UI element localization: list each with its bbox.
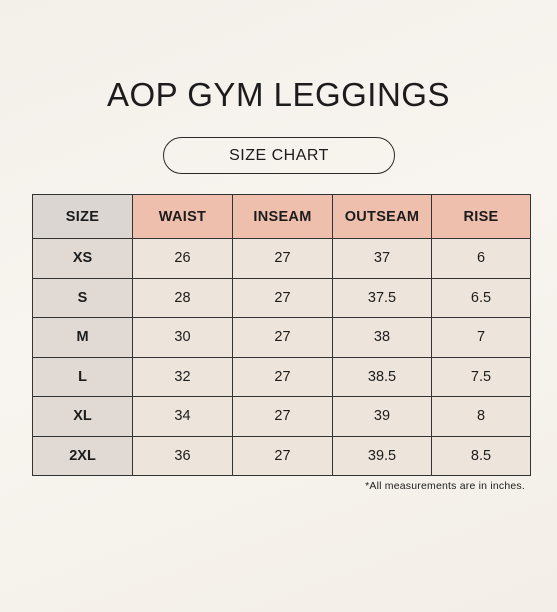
- measure-cell: 38: [332, 317, 432, 358]
- measure-cell: 7: [431, 317, 531, 358]
- size-cell: XS: [32, 238, 133, 279]
- size-cell: XL: [32, 396, 133, 437]
- measure-cell: 30: [132, 317, 233, 358]
- measure-cell: 34: [132, 396, 233, 437]
- footnote: *All measurements are in inches.: [365, 480, 525, 492]
- size-table: SIZE WAIST INSEAM OUTSEAM RISE XS 26 27 37 6 S 28 27…: [32, 194, 531, 476]
- measure-cell: 27: [232, 317, 333, 358]
- table-row: S 28 27 37.5 6.5: [32, 277, 531, 318]
- size-cell: M: [32, 317, 133, 358]
- table-row: M 30 27 38 7: [32, 317, 531, 358]
- size-cell: S: [32, 277, 133, 318]
- column-header: OUTSEAM: [332, 194, 432, 239]
- measure-cell: 26: [132, 238, 233, 279]
- measure-cell: 36: [132, 435, 233, 476]
- measure-cell: 27: [232, 435, 333, 476]
- table-row: XL 34 27 39 8: [32, 396, 531, 437]
- measure-cell: 37.5: [332, 277, 432, 318]
- table-row: L 32 27 38.5 7.5: [32, 356, 531, 397]
- column-header: SIZE: [32, 194, 133, 239]
- measure-cell: 27: [232, 238, 333, 279]
- table-row: XS 26 27 37 6: [32, 238, 531, 279]
- measure-cell: 28: [132, 277, 233, 318]
- measure-cell: 6.5: [431, 277, 531, 318]
- column-header: WAIST: [132, 194, 233, 239]
- subtitle-pill: SIZE CHART: [163, 137, 395, 174]
- measure-cell: 8: [431, 396, 531, 437]
- table-row: 2XL 36 27 39.5 8.5: [32, 435, 531, 476]
- measure-cell: 6: [431, 238, 531, 279]
- header-row: SIZE WAIST INSEAM OUTSEAM RISE: [32, 194, 531, 239]
- measure-cell: 32: [132, 356, 233, 397]
- size-cell: 2XL: [32, 435, 133, 476]
- measure-cell: 39.5: [332, 435, 432, 476]
- measure-cell: 27: [232, 396, 333, 437]
- title: AOP GYM LEGGINGS: [107, 76, 450, 113]
- measure-cell: 39: [332, 396, 432, 437]
- size-cell: L: [32, 356, 133, 397]
- measure-cell: 37: [332, 238, 432, 279]
- measure-cell: 27: [232, 356, 333, 397]
- measure-cell: 7.5: [431, 356, 531, 397]
- column-header: INSEAM: [232, 194, 333, 239]
- column-header: RISE: [431, 194, 531, 239]
- measure-cell: 38.5: [332, 356, 432, 397]
- measure-cell: 8.5: [431, 435, 531, 476]
- measure-cell: 27: [232, 277, 333, 318]
